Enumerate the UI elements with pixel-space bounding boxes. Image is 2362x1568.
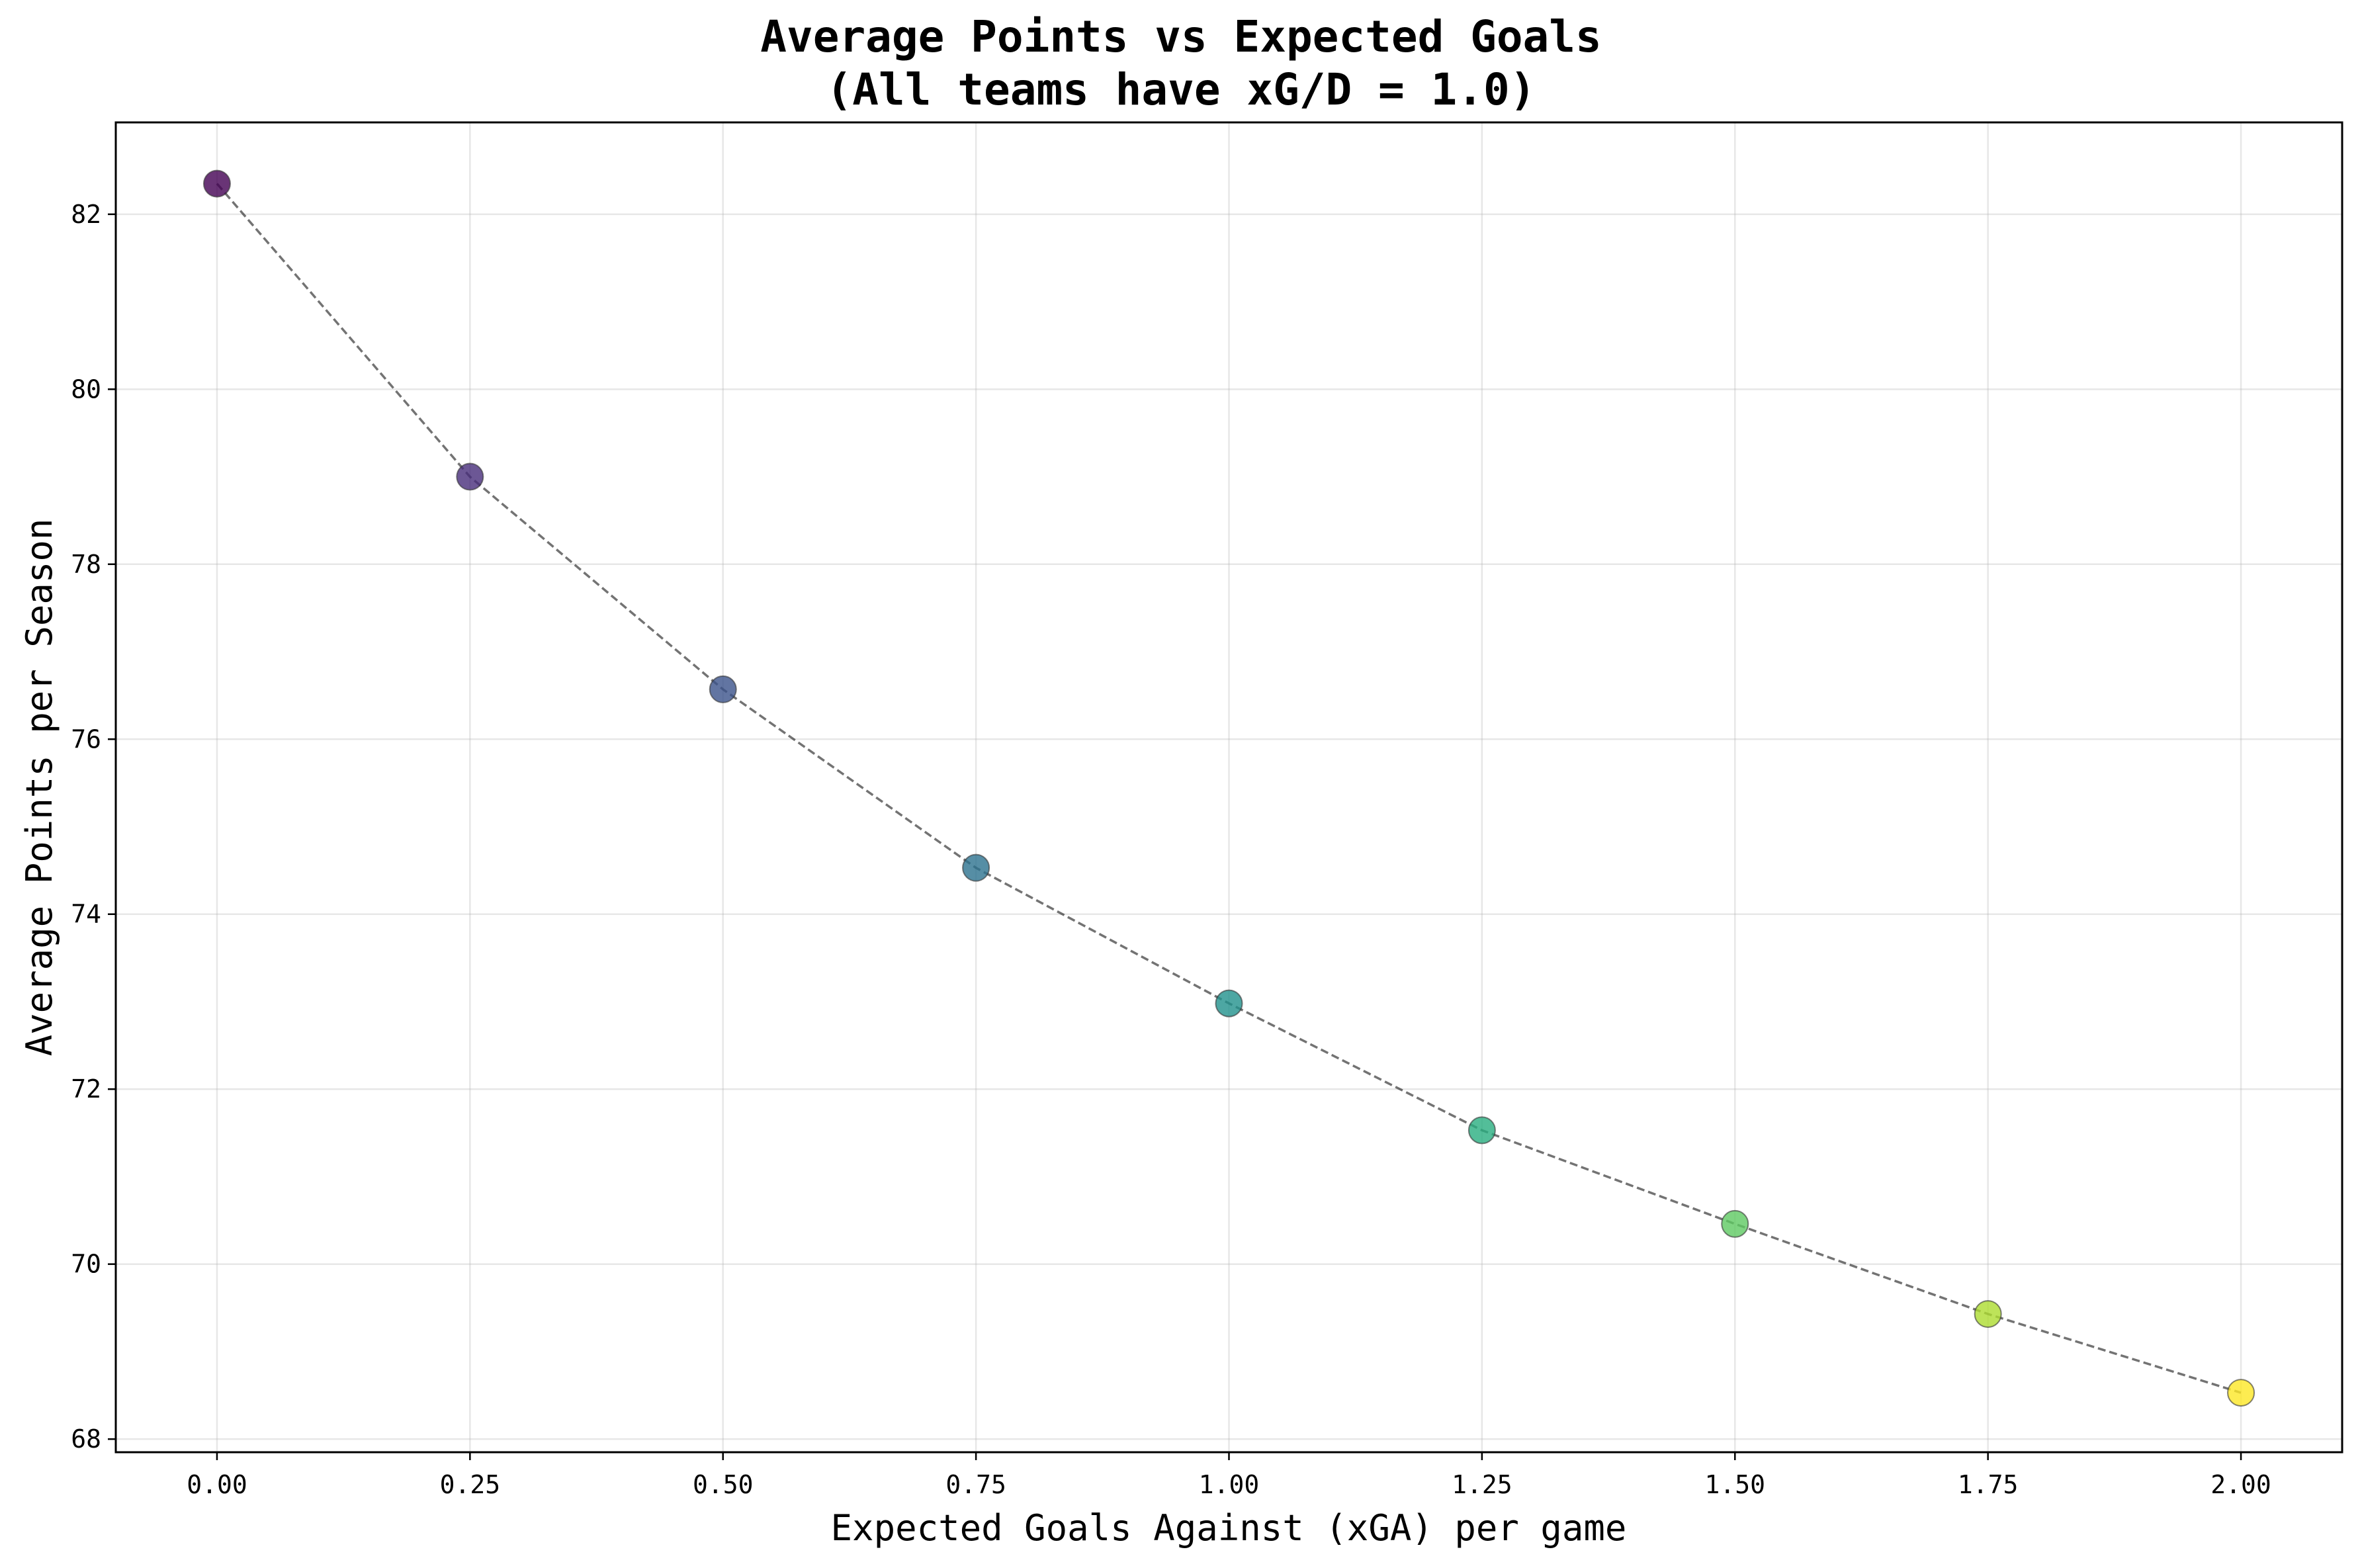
x-axis-label: Expected Goals Against (xGA) per game [831, 1507, 1627, 1549]
x-tick-label: 0.25 [440, 1470, 501, 1499]
y-tick-label: 82 [71, 200, 101, 229]
y-tick-label: 80 [71, 374, 101, 404]
grid-lines [116, 122, 2342, 1452]
y-tick-label: 76 [71, 724, 101, 754]
x-tick-label: 1.00 [1199, 1470, 1260, 1499]
x-tick-label: 0.00 [187, 1470, 247, 1499]
data-point [1215, 989, 1243, 1018]
y-tick-label: 74 [71, 900, 101, 929]
y-tick-label: 68 [71, 1424, 101, 1454]
data-point [2227, 1379, 2255, 1407]
chart-title-line1: Average Points vs Expected Goals [760, 11, 1602, 62]
x-tick-label: 1.50 [1705, 1470, 1766, 1499]
y-tick-label: 72 [71, 1074, 101, 1104]
data-point [456, 462, 484, 491]
data-points [202, 169, 2255, 1407]
data-point [1467, 1116, 1496, 1145]
x-tick-label: 0.50 [693, 1470, 754, 1499]
data-point [709, 675, 737, 703]
data-point [1721, 1209, 1749, 1238]
y-tick-label: 78 [71, 550, 101, 579]
axis-ticks: 0.00 0.25 0.50 0.75 1.00 1.25 1.50 1.75 2.00 68 70… [71, 200, 2271, 1499]
chart-title-line2: (All teams have xG/D = 1.0) [826, 64, 1536, 115]
x-tick-label: 0.75 [945, 1470, 1006, 1499]
x-tick-label: 2.00 [2210, 1470, 2271, 1499]
data-point [1974, 1300, 2002, 1328]
y-axis-label: Average Points per Season [19, 519, 60, 1057]
data-point [962, 853, 990, 882]
x-tick-label: 1.75 [1958, 1470, 2019, 1499]
x-tick-label: 1.25 [1452, 1470, 1512, 1499]
data-point [202, 169, 231, 198]
y-tick-label: 70 [71, 1250, 101, 1279]
